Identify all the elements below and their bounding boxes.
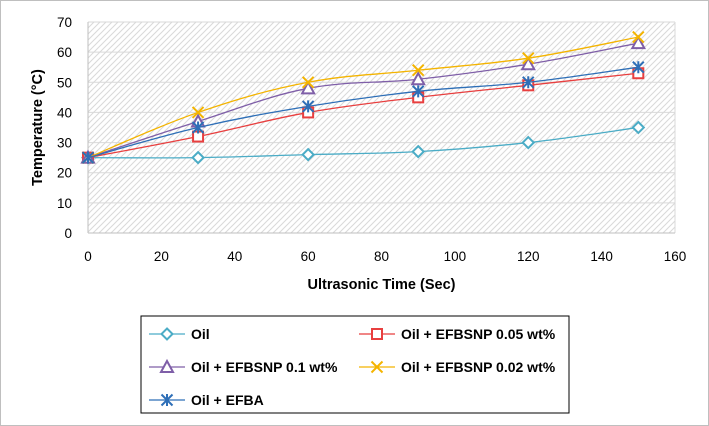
data-point bbox=[191, 106, 205, 119]
x-tick-label: 20 bbox=[154, 249, 169, 264]
data-point bbox=[301, 147, 316, 162]
data-point bbox=[630, 35, 646, 50]
x-tick-label: 40 bbox=[227, 249, 242, 264]
y-tick-label: 10 bbox=[57, 196, 72, 211]
data-point bbox=[411, 64, 425, 77]
series-line bbox=[87, 42, 639, 159]
data-point bbox=[301, 76, 315, 89]
data-point bbox=[632, 30, 645, 44]
x-tick-labels: 0 20 40 60 80 100 120 140 160 bbox=[84, 249, 686, 264]
series-line bbox=[87, 66, 639, 159]
data-point bbox=[522, 76, 535, 89]
legend bbox=[140, 315, 570, 414]
data-point bbox=[300, 80, 316, 95]
x-tick-label: 60 bbox=[301, 249, 316, 264]
data-point bbox=[410, 71, 426, 86]
y-tick-label: 0 bbox=[64, 226, 72, 241]
x-tick-label: 160 bbox=[664, 249, 687, 264]
data-point bbox=[191, 121, 205, 134]
data-point bbox=[631, 120, 646, 135]
plot-area bbox=[88, 22, 675, 233]
y-tick-label: 70 bbox=[57, 15, 72, 30]
series-line bbox=[87, 36, 639, 159]
legend-item-oil-efba: Oil + EFBA bbox=[149, 392, 264, 408]
data-point bbox=[191, 150, 205, 165]
legend-item-oil-efbsnp-0-1-wt: Oil + EFBSNP 0.1 wt% bbox=[149, 358, 338, 375]
legend-marker bbox=[160, 327, 174, 341]
y-tick-label: 30 bbox=[57, 136, 72, 151]
legend-item-oil: Oil bbox=[149, 326, 210, 342]
data-point bbox=[521, 135, 536, 150]
series-line bbox=[87, 126, 639, 159]
y-tick-label: 60 bbox=[57, 45, 72, 60]
x-tick-label: 120 bbox=[517, 249, 540, 264]
data-point bbox=[520, 56, 536, 71]
legend-marker bbox=[159, 358, 175, 373]
y-axis-title: Temperature (°C) bbox=[30, 69, 46, 186]
data-point bbox=[411, 144, 426, 159]
legend-label: Oil + EFBA bbox=[191, 392, 264, 408]
y-tick-label: 50 bbox=[57, 75, 72, 90]
legend-item-oil-efbsnp-0-05-wt: Oil + EFBSNP 0.05 wt% bbox=[359, 326, 556, 342]
x-axis-title: Ultrasonic Time (Sec) bbox=[307, 277, 455, 293]
y-tick-label: 40 bbox=[57, 105, 72, 120]
series-group bbox=[80, 30, 646, 165]
axes bbox=[87, 22, 675, 234]
x-tick-label: 0 bbox=[84, 249, 92, 264]
series-oil-efba bbox=[81, 61, 645, 164]
legend-label: Oil + EFBSNP 0.02 wt% bbox=[401, 359, 556, 375]
data-point bbox=[81, 151, 95, 164]
series-line bbox=[87, 72, 639, 159]
legend-item-oil-efbsnp-0-02-wt: Oil + EFBSNP 0.02 wt% bbox=[359, 359, 556, 375]
data-point bbox=[632, 61, 645, 74]
x-tick-label: 80 bbox=[374, 249, 389, 264]
legend-marker bbox=[160, 393, 174, 407]
legend-marker bbox=[371, 328, 383, 340]
data-point bbox=[301, 100, 315, 113]
legend-label: Oil + EFBSNP 0.1 wt% bbox=[191, 359, 338, 375]
x-tick-label: 100 bbox=[444, 249, 467, 264]
legend-items: Oil Oil + EFBSNP 0.05 wt% Oil + EFBSNP 0.1… bbox=[149, 326, 556, 408]
legend-marker bbox=[370, 360, 384, 374]
data-point bbox=[411, 85, 425, 98]
legend-label: Oil + EFBSNP 0.05 wt% bbox=[401, 326, 556, 342]
x-tick-label: 140 bbox=[590, 249, 613, 264]
data-point bbox=[522, 51, 535, 65]
y-tick-labels: 0 10 20 30 40 50 60 70 bbox=[57, 15, 72, 241]
legend-label: Oil bbox=[191, 326, 210, 342]
y-tick-label: 20 bbox=[57, 166, 72, 181]
